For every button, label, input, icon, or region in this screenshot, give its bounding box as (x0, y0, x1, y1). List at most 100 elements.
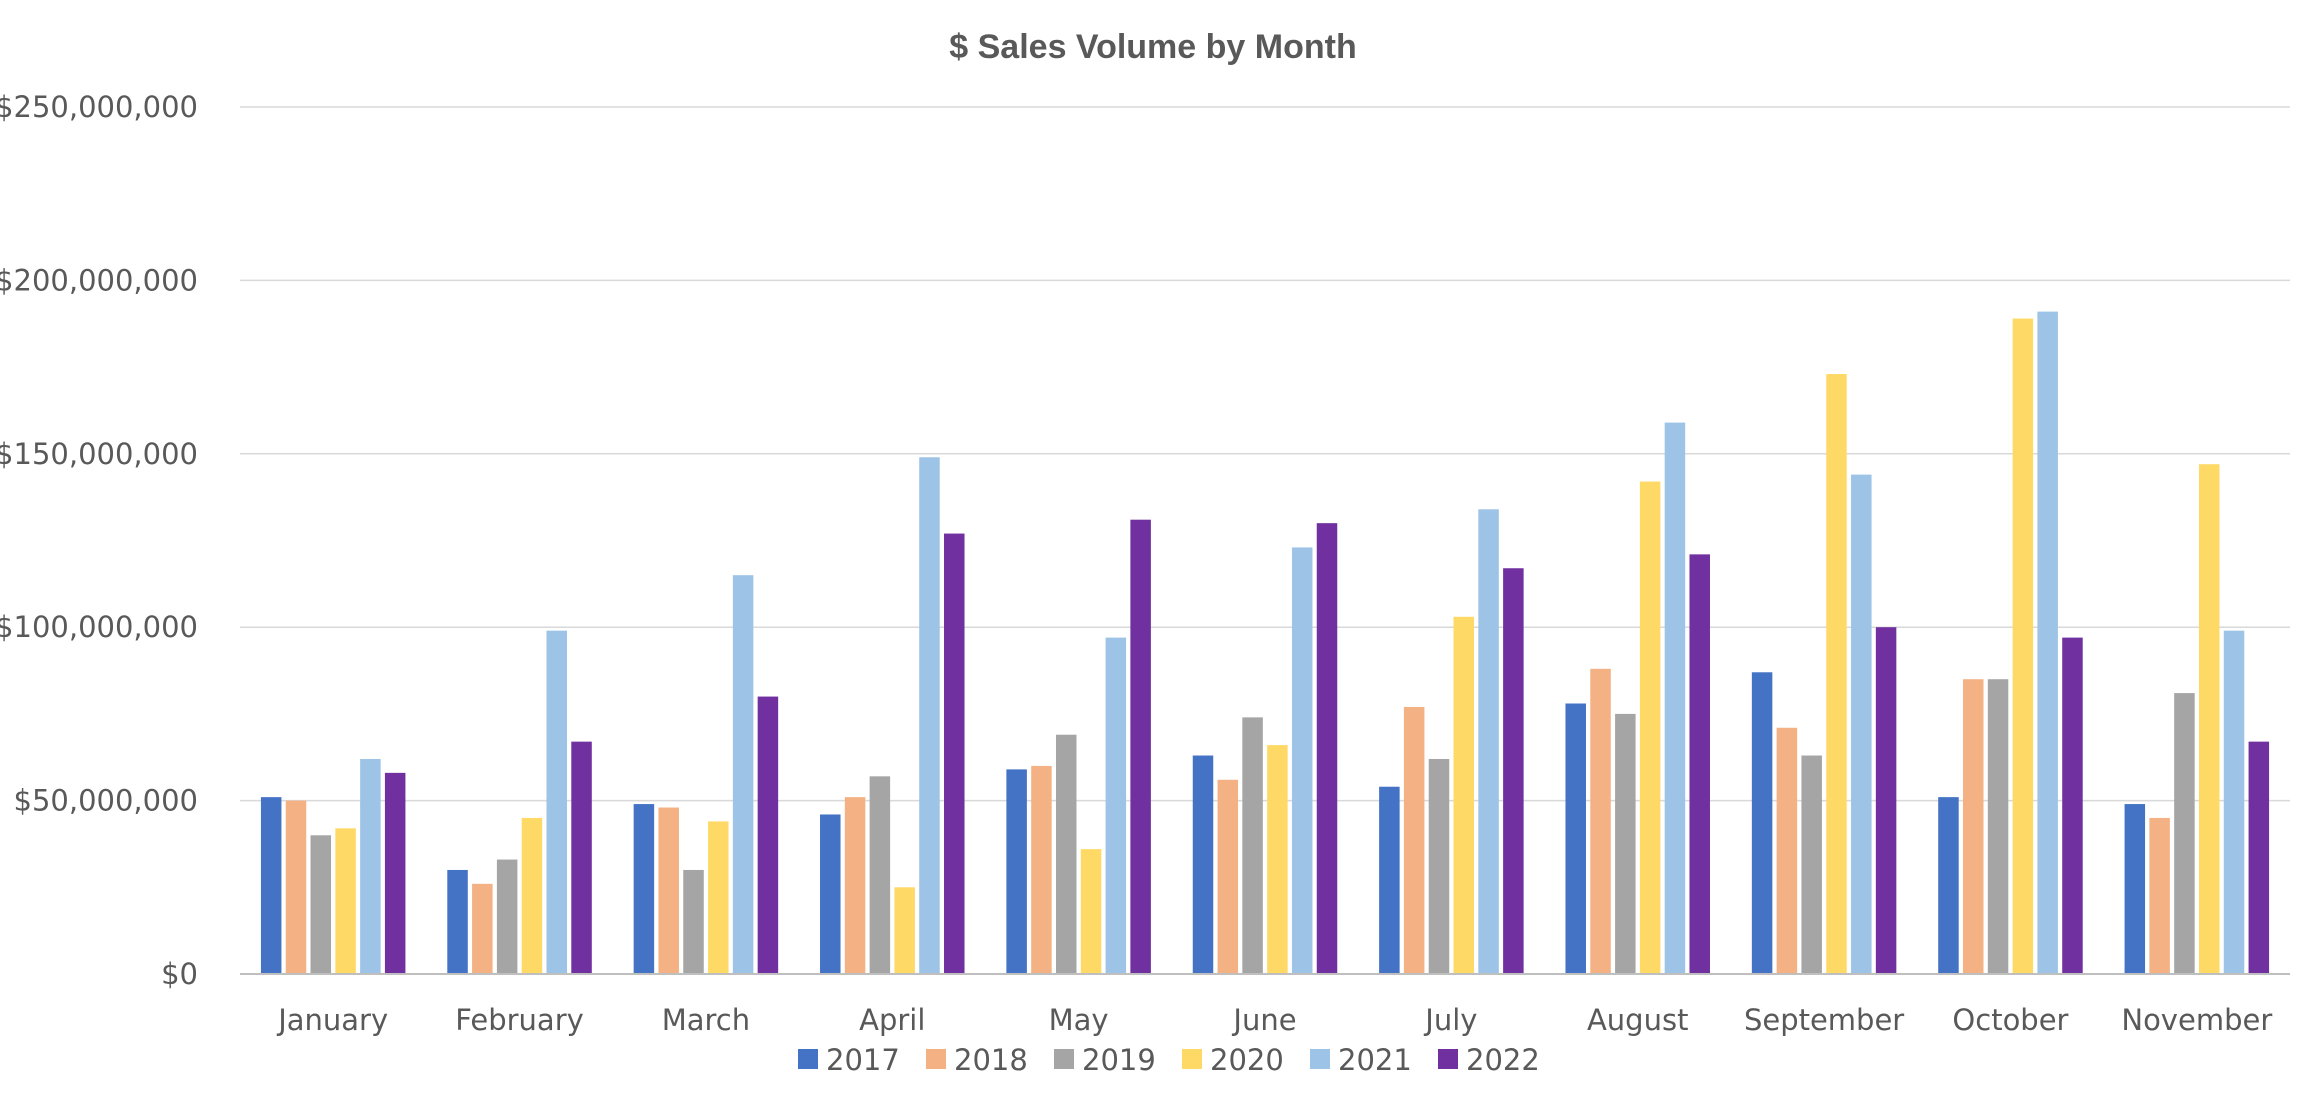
bar-april-2019 (869, 776, 891, 974)
bar-february-2021 (546, 630, 567, 974)
legend-swatch-2018 (926, 1049, 946, 1069)
bar-august-2018 (1590, 668, 1611, 974)
bar-january-2021 (360, 758, 381, 974)
bar-august-2020 (1639, 481, 1661, 974)
bar-october-2021 (2037, 311, 2058, 974)
bar-june-2018 (1217, 779, 1239, 974)
bar-february-2022 (571, 741, 592, 974)
bar-august-2021 (1664, 422, 1686, 974)
bar-may-2019 (1055, 734, 1077, 974)
bar-january-2022 (384, 772, 406, 974)
bar-july-2021 (1478, 509, 1499, 974)
bar-april-2017 (820, 814, 841, 974)
x-tick-label: August (1587, 1003, 1689, 1037)
bar-may-2017 (1006, 769, 1027, 974)
bar-november-2020 (2198, 464, 2220, 974)
x-tick-label: November (2121, 1003, 2272, 1037)
bar-november-2021 (2223, 630, 2245, 974)
bar-april-2022 (944, 533, 965, 974)
bar-june-2021 (1291, 547, 1313, 974)
bar-october-2019 (1987, 679, 2009, 974)
bar-september-2019 (1801, 755, 1822, 974)
bar-july-2020 (1453, 616, 1475, 974)
legend-label-2019: 2019 (1082, 1043, 1156, 1077)
chart-title: $ Sales Volume by Month (949, 28, 1356, 66)
bar-june-2020 (1267, 745, 1288, 974)
bar-march-2018 (658, 807, 679, 974)
y-tick-label: $100,000,000 (0, 610, 198, 644)
bar-november-2019 (2174, 693, 2195, 974)
bar-january-2018 (285, 800, 307, 974)
bar-november-2018 (2149, 817, 2170, 974)
x-tick-label: May (1049, 1003, 1109, 1037)
x-tick-label: March (662, 1003, 750, 1037)
legend-swatch-2022 (1438, 1049, 1458, 1069)
bars (260, 311, 2270, 975)
legend-swatch-2017 (798, 1049, 818, 1069)
bar-june-2017 (1192, 755, 1214, 974)
bar-february-2019 (496, 859, 518, 974)
x-axis-ticks: January February March April May June July Augu… (276, 1003, 2272, 1037)
bar-march-2020 (708, 821, 729, 974)
bar-july-2018 (1403, 706, 1425, 974)
bar-july-2017 (1379, 786, 1400, 974)
bar-june-2022 (1316, 523, 1338, 974)
bar-february-2020 (521, 817, 543, 974)
bar-july-2019 (1428, 758, 1450, 974)
y-tick-label: $50,000,000 (14, 784, 199, 818)
bar-june-2019 (1242, 717, 1263, 974)
bar-september-2017 (1751, 672, 1773, 974)
legend-swatch-2019 (1054, 1049, 1074, 1069)
bar-november-2017 (2124, 804, 2146, 974)
legend-label-2020: 2020 (1210, 1043, 1284, 1077)
legend-label-2017: 2017 (826, 1043, 900, 1077)
bar-january-2019 (310, 835, 332, 974)
bar-october-2017 (1938, 797, 1959, 974)
bar-january-2020 (335, 828, 356, 974)
legend-label-2018: 2018 (954, 1043, 1028, 1077)
legend-label-2021: 2021 (1338, 1043, 1412, 1077)
bar-august-2019 (1615, 713, 1636, 974)
x-tick-label: April (859, 1003, 925, 1037)
bar-september-2022 (1875, 627, 1897, 974)
bar-april-2020 (894, 887, 915, 974)
y-tick-label: $200,000,000 (0, 263, 198, 297)
bar-april-2018 (844, 797, 866, 974)
bar-september-2020 (1826, 374, 1847, 974)
bar-may-2018 (1031, 765, 1052, 974)
bar-march-2021 (732, 575, 754, 974)
bar-february-2018 (472, 883, 493, 974)
x-tick-label: July (1423, 1003, 1477, 1037)
bar-august-2022 (1689, 554, 1710, 974)
bar-october-2022 (2062, 637, 2083, 974)
legend: 2017 2018 2019 2020 2021 2022 (798, 1043, 1540, 1077)
y-axis-ticks: $0 $50,000,000 $100,000,000 $150,000,000 $20… (0, 90, 198, 991)
legend-swatch-2021 (1310, 1049, 1330, 1069)
bar-september-2021 (1851, 474, 1872, 974)
legend-label-2022: 2022 (1466, 1043, 1540, 1077)
legend-swatch-2020 (1182, 1049, 1202, 1069)
x-tick-label: October (1952, 1003, 2068, 1037)
bar-november-2022 (2248, 741, 2270, 974)
x-tick-label: January (276, 1003, 388, 1037)
bar-march-2022 (757, 696, 779, 974)
y-tick-label: $250,000,000 (0, 90, 198, 124)
bar-april-2021 (919, 457, 940, 974)
bar-may-2020 (1080, 849, 1102, 974)
bar-march-2017 (633, 804, 655, 974)
bar-march-2019 (683, 869, 704, 974)
bar-may-2022 (1130, 519, 1151, 974)
bar-may-2021 (1105, 637, 1127, 974)
bar-october-2018 (1963, 679, 1984, 974)
x-tick-label: February (455, 1003, 584, 1037)
bar-august-2017 (1565, 703, 1586, 974)
x-tick-label: June (1231, 1003, 1296, 1037)
bar-february-2017 (447, 869, 468, 974)
x-tick-label: September (1744, 1003, 1904, 1037)
bar-july-2022 (1503, 568, 1524, 974)
y-tick-label: $150,000,000 (0, 437, 198, 471)
y-tick-label: $0 (161, 957, 198, 991)
bar-september-2018 (1776, 727, 1798, 974)
bar-january-2017 (260, 797, 282, 974)
